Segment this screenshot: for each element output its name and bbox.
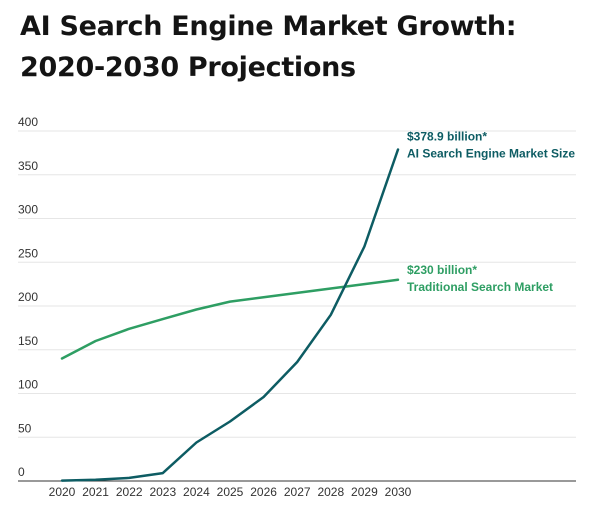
traditional-market-series-label: Traditional Search Market xyxy=(407,280,553,294)
y-axis-ticks: 0 50 100 150 200 250 300 350 400 xyxy=(18,115,38,479)
x-axis-ticks: 2020 2021 2022 2023 2024 2025 2026 2027 2028 2029… xyxy=(49,485,412,499)
chart-title-line-2: 2020-2030 Projections xyxy=(20,52,356,83)
x-tick-label: 2028 xyxy=(317,485,344,499)
y-tick-label: 350 xyxy=(18,159,38,173)
traditional-market-value-label: $230 billion* xyxy=(407,263,477,277)
ai-market-value-label: $378.9 billion* xyxy=(407,129,487,143)
x-tick-label: 2027 xyxy=(284,485,311,499)
traditional-market-line xyxy=(60,278,400,360)
x-tick-label: 2029 xyxy=(351,485,378,499)
x-tick-label: 2024 xyxy=(183,485,210,499)
y-tick-label: 50 xyxy=(18,421,32,435)
series-annotations: $378.9 billion* AI Search Engine Market … xyxy=(407,129,575,293)
x-tick-label: 2022 xyxy=(116,485,143,499)
ai-market-line xyxy=(60,148,400,482)
x-tick-label: 2026 xyxy=(250,485,277,499)
y-tick-label: 200 xyxy=(18,290,38,304)
x-tick-label: 2020 xyxy=(49,485,76,499)
y-tick-label: 300 xyxy=(18,203,38,217)
x-tick-label: 2030 xyxy=(385,485,412,499)
chart-title: AI Search Engine Market Growth: 2020-203… xyxy=(20,6,580,88)
y-tick-label: 0 xyxy=(18,465,25,479)
y-tick-label: 400 xyxy=(18,115,38,129)
y-tick-label: 250 xyxy=(18,246,38,260)
y-tick-label: 100 xyxy=(18,378,38,392)
y-tick-label: 150 xyxy=(18,334,38,348)
chart-title-line-1: AI Search Engine Market Growth: xyxy=(20,11,517,42)
x-tick-label: 2021 xyxy=(82,485,109,499)
x-tick-label: 2025 xyxy=(217,485,244,499)
series-lines xyxy=(60,148,400,482)
x-tick-label: 2023 xyxy=(149,485,176,499)
gridlines xyxy=(18,130,576,482)
ai-market-series-label: AI Search Engine Market Size xyxy=(407,146,575,160)
